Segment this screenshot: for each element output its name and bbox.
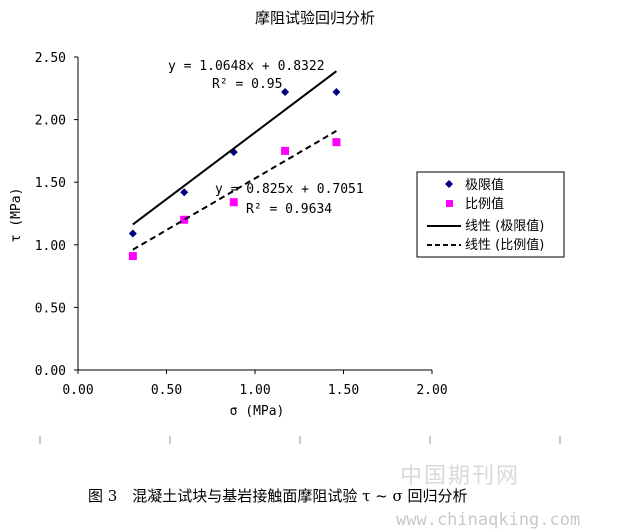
chart-title: 摩阻试验回归分析 [255, 9, 375, 27]
series-1 [128, 138, 341, 261]
annotation-limit: y = 1.0648x + 0.8322 R² = 0.95 [168, 59, 325, 92]
figure-caption: 图 3 混凝土试块与基岩接触面摩阻试验 τ ~ σ 回归分析 [88, 487, 468, 505]
legend-marker-limit [445, 180, 453, 188]
y-tick-label: 0.00 [35, 364, 66, 379]
annotation-proportional: y = 0.825x + 0.7051 R² = 0.9634 [215, 182, 364, 217]
legend-label-proportional: 比例值 [465, 196, 504, 212]
bottom-tick-marks [39, 436, 561, 444]
data-point [180, 188, 189, 197]
data-point [128, 252, 137, 261]
watermark-cn: 中国期刊网 [400, 464, 521, 489]
y-tick-label: 1.00 [35, 239, 66, 254]
x-tick-label: 1.00 [239, 383, 270, 398]
x-tick-label: 2.00 [416, 383, 447, 398]
watermark-url: www.chinaqking.com [396, 510, 581, 530]
x-tick-label: 0.50 [151, 383, 182, 398]
legend-label-limit: 极限值 [465, 177, 504, 193]
x-tick-label: 1.50 [328, 383, 359, 398]
trend-line [132, 70, 338, 226]
data-point [281, 88, 290, 97]
x-axis-ticks: 0.00 0.50 1.00 1.50 2.00 [62, 370, 448, 398]
data-point [332, 138, 341, 147]
series-0 [128, 88, 341, 238]
annotation-limit-r2: R² = 0.95 [212, 77, 282, 92]
y-axis-ticks: 0.00 0.50 1.00 1.50 2.00 2.50 [35, 51, 78, 379]
y-tick-label: 2.00 [35, 114, 66, 129]
y-tick-label: 0.50 [35, 301, 66, 316]
y-axis-label: τ (MPa) [9, 188, 24, 243]
legend-marker-proportional [446, 200, 453, 207]
legend: 极限值 比例值 线性 (极限值) 线性 (比例值) [416, 171, 565, 258]
data-point [180, 215, 189, 224]
legend-label-limit-trend: 线性 (极限值) [465, 218, 544, 234]
data-point [281, 146, 290, 155]
legend-label-proportional-trend: 线性 (比例值) [465, 237, 544, 253]
series-layer [128, 70, 341, 261]
data-point [229, 198, 238, 207]
y-tick-label: 1.50 [35, 176, 66, 191]
annotation-proportional-r2: R² = 0.9634 [246, 202, 332, 217]
data-point [128, 229, 137, 238]
annotation-proportional-equation: y = 0.825x + 0.7051 [215, 182, 364, 197]
legend-box [416, 171, 565, 258]
data-point [332, 88, 341, 97]
y-tick-label: 2.50 [35, 51, 66, 66]
x-tick-label: 0.00 [62, 383, 93, 398]
x-axis-label: σ (MPa) [230, 404, 285, 419]
series-2 [132, 70, 338, 226]
annotation-limit-equation: y = 1.0648x + 0.8322 [168, 59, 325, 74]
